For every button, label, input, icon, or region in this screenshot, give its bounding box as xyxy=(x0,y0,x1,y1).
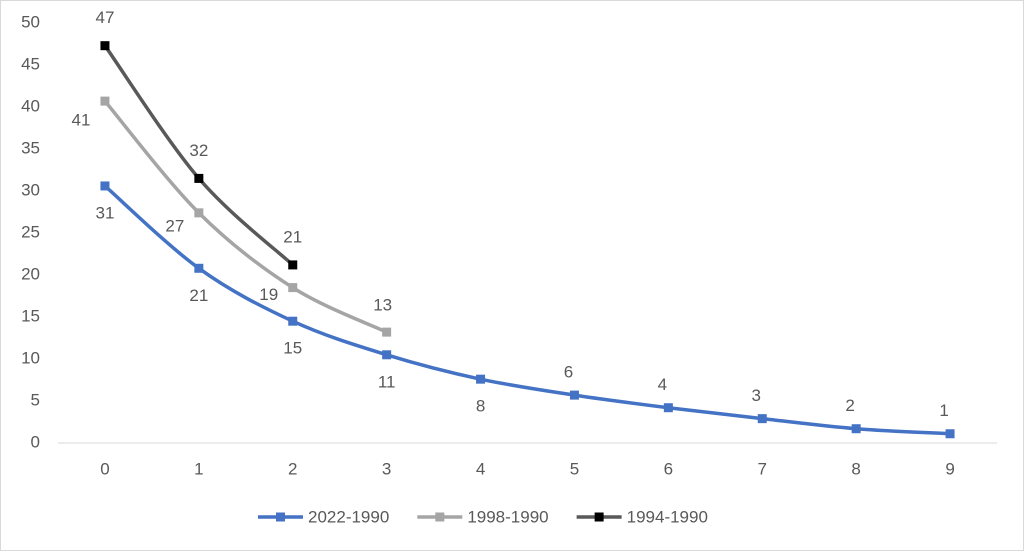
marker xyxy=(100,96,110,106)
data-label: 21 xyxy=(189,286,208,305)
marker xyxy=(194,208,204,218)
data-label: 21 xyxy=(283,227,302,246)
marker xyxy=(382,327,392,337)
y-tick-label: 0 xyxy=(31,432,40,451)
marker xyxy=(194,173,204,183)
data-label: 15 xyxy=(283,339,302,358)
x-tick-label: 1 xyxy=(194,459,203,478)
legend-marker xyxy=(435,512,445,522)
marker xyxy=(476,374,486,384)
marker xyxy=(100,181,110,191)
data-label: 11 xyxy=(378,372,396,391)
data-label: 3 xyxy=(752,386,761,405)
x-tick-label: 5 xyxy=(570,459,579,478)
x-tick-label: 4 xyxy=(476,459,485,478)
marker xyxy=(663,403,673,413)
data-label: 1 xyxy=(939,401,948,420)
x-tick-label: 3 xyxy=(382,459,391,478)
series-line xyxy=(103,184,951,436)
legend-marker xyxy=(276,512,285,522)
marker xyxy=(100,41,110,51)
data-label: 31 xyxy=(95,203,114,222)
legend-label: 1998-1990 xyxy=(467,507,548,526)
x-tick-label: 8 xyxy=(851,459,860,478)
y-tick-label: 40 xyxy=(21,96,40,115)
y-tick-label: 30 xyxy=(21,180,40,199)
marker xyxy=(757,414,767,424)
y-tick-label: 45 xyxy=(21,54,40,73)
data-label: 27 xyxy=(165,216,184,235)
y-tick-label: 10 xyxy=(21,348,40,367)
legend-label: 1994-1990 xyxy=(627,507,708,526)
y-tick-label: 50 xyxy=(21,12,40,31)
data-label: 19 xyxy=(259,285,278,304)
y-tick-label: 25 xyxy=(21,222,40,241)
y-tick-label: 5 xyxy=(31,390,40,409)
data-label: 41 xyxy=(71,111,90,130)
marker xyxy=(945,429,955,439)
y-tick-label: 35 xyxy=(21,138,40,157)
data-label: 4 xyxy=(658,375,667,394)
y-tick-label: 15 xyxy=(21,306,40,325)
legend-marker xyxy=(594,512,604,522)
legend-label: 2022-1990 xyxy=(308,507,389,526)
series-line xyxy=(103,99,388,334)
marker xyxy=(288,283,298,293)
data-label: 2 xyxy=(845,396,854,415)
marker xyxy=(194,263,204,273)
data-label: 8 xyxy=(476,397,485,416)
data-label: 6 xyxy=(564,363,573,382)
data-label: 32 xyxy=(189,141,208,160)
marker xyxy=(382,350,392,360)
x-tick-label: 7 xyxy=(758,459,767,478)
marker xyxy=(288,260,298,270)
marker xyxy=(851,424,861,434)
x-tick-label: 9 xyxy=(945,459,954,478)
data-label: 47 xyxy=(95,8,114,27)
x-tick-label: 0 xyxy=(100,459,109,478)
x-tick-label: 6 xyxy=(664,459,673,478)
y-tick-label: 20 xyxy=(21,264,40,283)
data-label: 13 xyxy=(373,296,392,315)
marker xyxy=(288,316,298,326)
marker xyxy=(569,390,579,400)
x-tick-label: 2 xyxy=(288,459,297,478)
